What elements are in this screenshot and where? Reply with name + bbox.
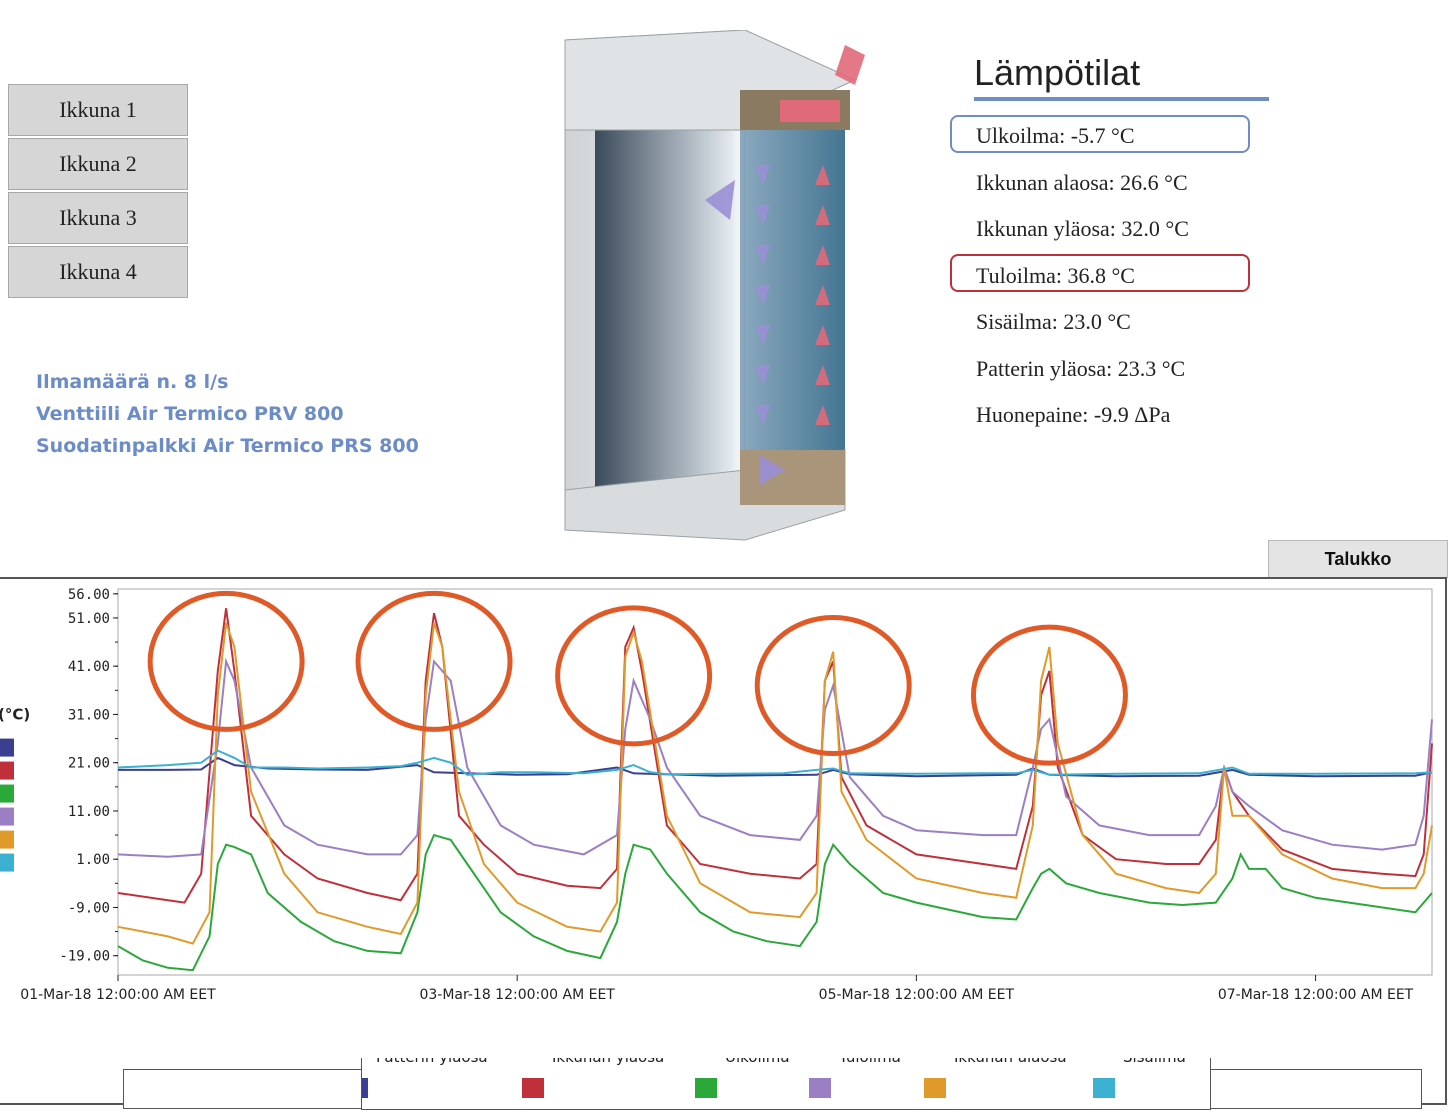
y-tick-label: 41.00 <box>68 659 110 675</box>
window-3-button[interactable]: Ikkuna 3 <box>8 192 188 244</box>
series-line <box>117 657 1433 858</box>
legend-label: Ulkoilma <box>725 1058 790 1066</box>
peak-highlight-circle <box>754 615 912 756</box>
window-4-button[interactable]: Ikkuna 4 <box>8 246 188 298</box>
window-info: Ilmamäärä n. 8 l/s Venttiili Air Termico… <box>36 366 419 462</box>
left-legend-swatch <box>0 784 14 803</box>
room-pressure: Huonepaine: -9.9 ΔPa <box>976 402 1171 427</box>
left-legend-swatch <box>0 807 14 826</box>
legend-swatch <box>1093 1078 1115 1098</box>
supply-air-highlight <box>950 254 1250 292</box>
legend-label: Patterin yläosa <box>376 1058 488 1066</box>
legend-label: Ikkunan yläosa <box>552 1058 664 1066</box>
x-tick-label: 01-Mar-18 12:00:00 AM EET <box>20 987 216 1003</box>
y-tick-label: 51.00 <box>68 611 110 627</box>
legend-label: Ikkunan alaosa <box>954 1058 1067 1066</box>
series-line <box>117 749 1433 776</box>
legend-label: Sisäilma <box>1123 1058 1186 1066</box>
y-tick-label: 56.00 <box>68 587 110 603</box>
temperatures-title: Lämpötilat <box>974 52 1141 93</box>
y-tick-label: -9.00 <box>68 900 110 916</box>
plot-area <box>117 588 1433 976</box>
y-tick-label: 11.00 <box>68 804 110 820</box>
peak-highlight-circle <box>555 605 713 747</box>
x-tick-label: 05-Mar-18 12:00:00 AM EET <box>819 987 1015 1003</box>
y-tick-label: 21.00 <box>68 756 110 772</box>
y-axis-label: (°C) <box>0 705 30 723</box>
peak-highlight-circle <box>355 590 513 732</box>
table-tab[interactable]: Talukko <box>1268 540 1448 578</box>
series-line <box>117 833 1433 972</box>
left-legend-swatch <box>0 738 14 757</box>
y-tick-label: 1.00 <box>76 852 110 868</box>
left-legend-swatch <box>0 761 14 780</box>
legend-swatch <box>809 1078 831 1098</box>
airflow-text: Ilmamäärä n. 8 l/s <box>36 371 229 393</box>
legend-label: Tuloilma <box>839 1058 901 1066</box>
y-tick-label: -19.00 <box>59 949 110 965</box>
peak-highlight-circle <box>970 624 1128 766</box>
title-underline <box>974 97 1269 101</box>
window-1-button[interactable]: Ikkuna 1 <box>8 84 188 136</box>
x-tick-label: 07-Mar-18 12:00:00 AM EET <box>1218 987 1414 1003</box>
supply-air-temp: Tuloilma: 36.8 °C <box>976 263 1135 288</box>
window-upper-temp: Ikkunan yläosa: 32.0 °C <box>976 216 1189 241</box>
legend-swatch <box>695 1078 717 1098</box>
window-2-button[interactable]: Ikkuna 2 <box>8 138 188 190</box>
legend-swatch <box>924 1078 946 1098</box>
left-legend-swatch <box>0 830 14 849</box>
outdoor-temp: Ulkoilma: -5.7 °C <box>976 123 1135 148</box>
temperature-chart: 56.00 51.00 41.00 31.00 21.00 11.00 1.00 -9.00 -… <box>0 587 1433 1003</box>
filter-text: Suodatinpalkki Air Termico PRS 800 <box>36 435 419 457</box>
peak-highlight-circle <box>147 590 305 732</box>
series-line <box>117 622 1433 945</box>
window-lower-temp: Ikkunan alaosa: 26.6 °C <box>976 170 1188 195</box>
left-legend-swatch <box>0 853 14 872</box>
chart-legend: Patterin yläosa Ikkunan yläosa Ulkoilma Tul… <box>361 1058 1211 1110</box>
x-tick-label: 03-Mar-18 12:00:00 AM EET <box>419 987 615 1003</box>
y-tick-label: 31.00 <box>68 707 110 723</box>
outdoor-temp-highlight <box>950 115 1250 153</box>
legend-swatch <box>522 1078 544 1098</box>
radiator-top-temp: Patterin yläosa: 23.3 °C <box>976 356 1186 381</box>
indoor-temp: Sisäilma: 23.0 °C <box>976 309 1131 334</box>
window-cross-section-image <box>564 30 865 541</box>
valve-text: Venttiili Air Termico PRV 800 <box>36 403 344 425</box>
series-line <box>117 608 1433 904</box>
legend-swatch <box>362 1078 368 1098</box>
